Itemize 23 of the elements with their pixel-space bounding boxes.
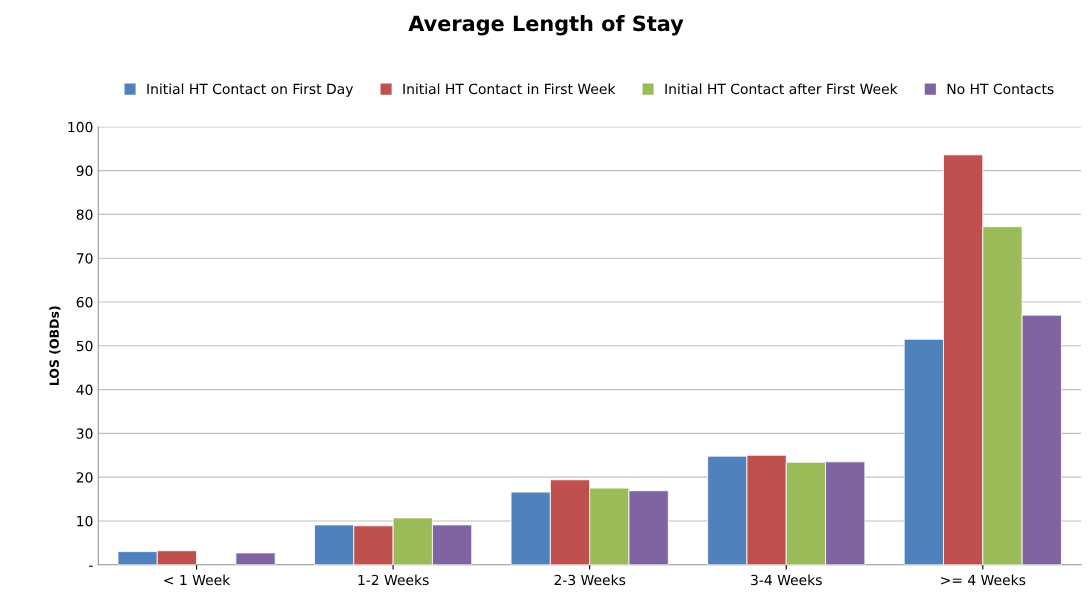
x-tick-label: 3-4 Weeks <box>751 574 822 586</box>
x-tick-label: 2-3 Weeks <box>554 574 626 586</box>
bar <box>235 552 276 565</box>
x-tick-label: 1-2 Weeks <box>358 574 429 586</box>
x-tick-label: >= 4 Weeks <box>941 574 1026 586</box>
y-axis-title: LOS (OBDs) <box>49 306 61 386</box>
y-tick-label: 50 <box>76 340 93 352</box>
x-tick-label: < 1 Week <box>164 574 231 586</box>
y-tick-label: - <box>89 565 93 567</box>
legend-label: No HT Contacts <box>947 83 1054 95</box>
y-tick-label: 100 <box>68 121 93 133</box>
y-tick-label: 40 <box>76 384 93 396</box>
y-tick-label: 60 <box>76 296 93 308</box>
y-tick-label: 70 <box>76 253 93 264</box>
legend-label: Initial HT Contact on First Day <box>147 83 354 97</box>
y-tick-label: 10 <box>77 515 93 527</box>
y-tick-label: 20 <box>76 472 93 483</box>
chart-title: Average Length of Stay <box>408 15 684 36</box>
legend-label: Initial HT Contact after First Week <box>665 83 898 95</box>
y-tick-label: 90 <box>76 165 93 177</box>
y-tick-label: 30 <box>76 428 93 439</box>
legend-label: Initial HT Contact in First Week <box>403 83 616 95</box>
y-tick-label: 80 <box>76 209 93 220</box>
